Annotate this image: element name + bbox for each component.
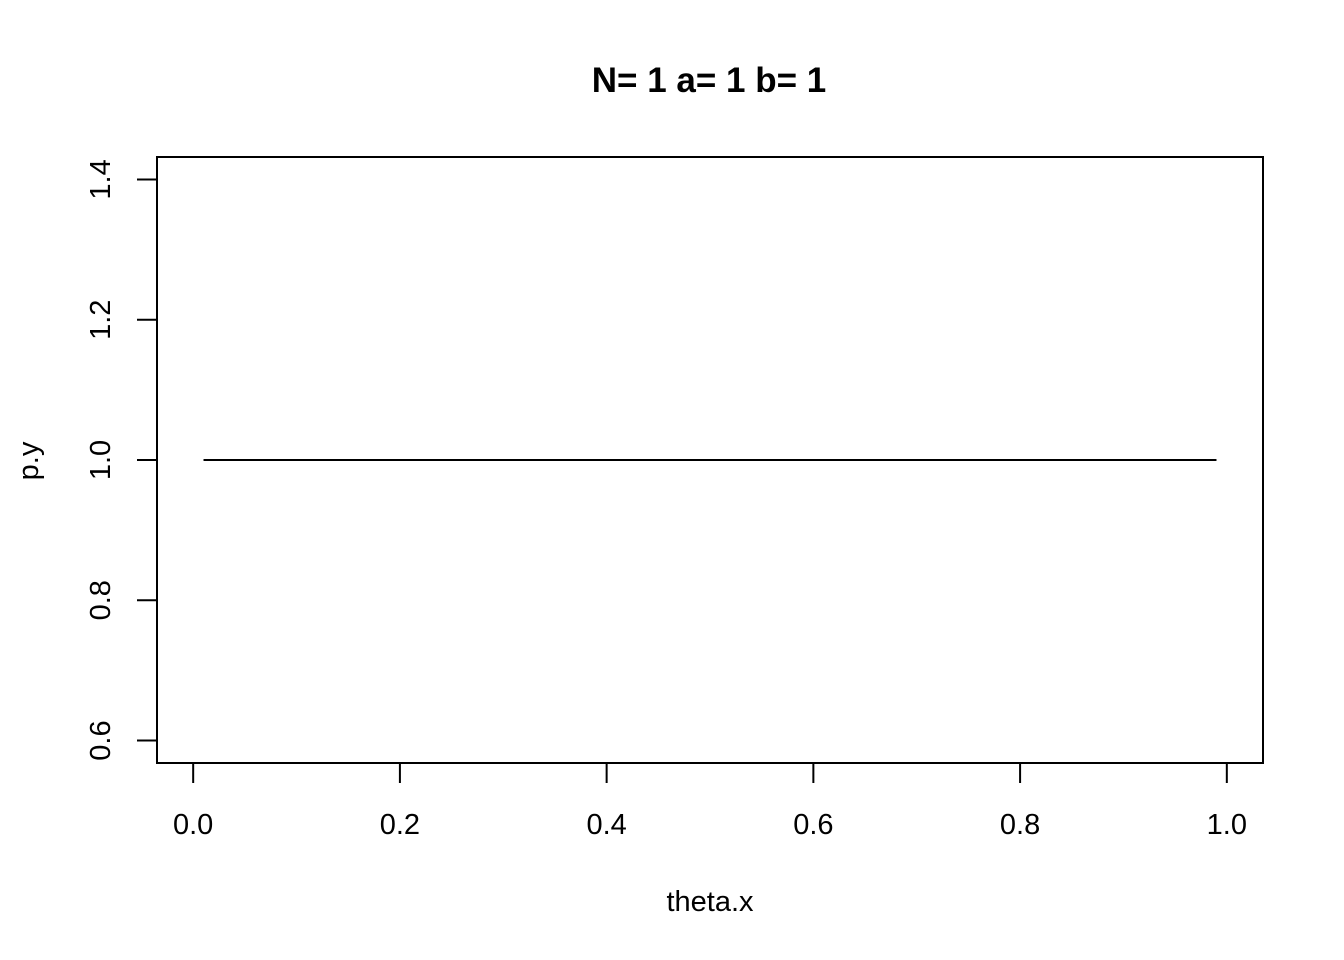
y-tick-label: 0.6 <box>85 720 117 760</box>
x-tick-label: 0.2 <box>380 809 420 841</box>
y-tick-label: 0.8 <box>85 580 117 620</box>
x-axis: 0.0 0.2 0.4 0.6 0.8 1.0 <box>173 762 1247 841</box>
x-tick-label: 0.0 <box>173 809 213 841</box>
y-axis: 0.6 0.8 1.0 1.2 1.4 <box>85 159 158 761</box>
x-tick-label: 0.4 <box>586 809 626 841</box>
y-tick-label: 1.2 <box>85 300 117 340</box>
x-tick-label: 0.8 <box>1000 809 1040 841</box>
y-tick-label: 1.4 <box>85 159 117 199</box>
chart-title: N= 1 a= 1 b= 1 <box>592 61 826 100</box>
x-tick-label: 0.6 <box>793 809 833 841</box>
x-axis-label: theta.x <box>666 886 754 918</box>
y-tick-label: 1.0 <box>85 440 117 480</box>
y-axis-label: p.y <box>13 441 45 480</box>
x-tick-label: 1.0 <box>1207 809 1247 841</box>
